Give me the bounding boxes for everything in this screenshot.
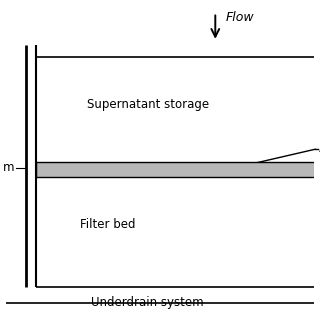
Text: m: m bbox=[3, 161, 15, 174]
Bar bbox=[26, 45, 36, 287]
Bar bbox=[36, 162, 320, 177]
Text: Filter bed: Filter bed bbox=[80, 218, 136, 231]
Text: Underdrain system: Underdrain system bbox=[92, 296, 204, 309]
Text: Schmutzdecke: Schmutzdecke bbox=[319, 144, 320, 154]
Text: Supernatant storage: Supernatant storage bbox=[87, 98, 209, 111]
Text: Flow: Flow bbox=[226, 11, 255, 24]
